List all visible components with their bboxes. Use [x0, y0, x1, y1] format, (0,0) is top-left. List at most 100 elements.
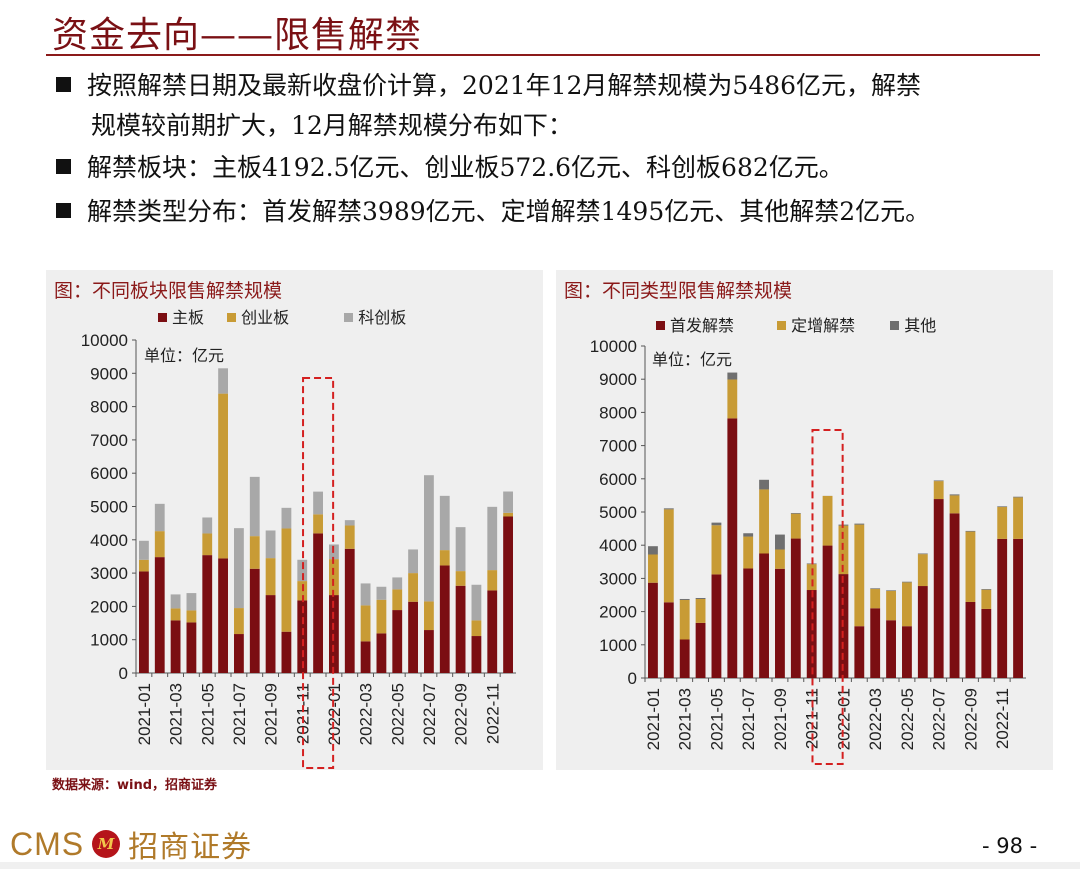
legend-swatch	[890, 321, 900, 330]
legend-swatch	[227, 313, 237, 322]
company-logo: CMS M 招商证券	[10, 824, 253, 866]
bullet-square-icon	[56, 77, 71, 92]
bar-创业板	[154, 531, 165, 558]
bullet-square-icon	[56, 203, 71, 218]
bar-其他	[965, 530, 976, 532]
logo-mark-icon: M	[92, 830, 121, 858]
bar-科创板	[202, 517, 213, 534]
bar-创业板	[170, 608, 181, 621]
bar-首发解禁	[870, 608, 881, 678]
logo-text: CMS	[10, 825, 85, 862]
y-tick-label: 1000	[90, 631, 128, 650]
x-tick-label: 2021-01	[644, 688, 663, 750]
x-tick-label: 2021-11	[293, 683, 312, 744]
bar-科创板	[392, 577, 403, 590]
chart-legend: 首发解禁 定增解禁 其他	[656, 312, 936, 336]
x-tick-label: 2021-07	[230, 683, 249, 745]
bar-定增解禁	[679, 599, 690, 640]
bar-定增解禁	[1013, 497, 1023, 539]
bar-创业板	[424, 601, 434, 631]
y-tick-label: 10000	[81, 331, 128, 350]
bar-创业板	[360, 605, 371, 642]
bar-其他	[981, 589, 992, 590]
chart-board-svg: 0 1000 2000 3000 4000 5000 6000 7000 8000 9000 100…	[81, 331, 516, 769]
bar-首发解禁	[759, 553, 769, 678]
bar-首发解禁	[695, 622, 706, 678]
legend-swatch	[158, 313, 167, 322]
bar-其他	[695, 597, 706, 599]
bar-定增解禁	[949, 495, 960, 514]
bar-其他	[727, 372, 738, 380]
data-source: 数据来源：wind，招商证券	[52, 778, 218, 793]
bar-首发解禁	[1013, 538, 1023, 678]
logo-chinese-name: 招商证券	[128, 830, 253, 865]
bar-创业板	[376, 599, 387, 634]
x-tick-label: 2021-11	[803, 688, 822, 749]
bar-其他	[679, 598, 690, 600]
bar-科创板	[154, 503, 165, 532]
bar-首发解禁	[711, 574, 722, 678]
bar-科创板	[503, 491, 513, 513]
legend-label: 定增解禁	[791, 316, 856, 335]
x-tick-label: 2022-01	[834, 688, 853, 750]
x-tick-label: 2021-09	[771, 688, 790, 750]
bar-定增解禁	[663, 509, 674, 603]
bar-定增解禁	[886, 591, 896, 621]
bar-创业板	[455, 571, 466, 586]
bar-定增解禁	[997, 507, 1008, 539]
y-tick-label: 5000	[599, 503, 637, 522]
bar-科创板	[297, 559, 308, 582]
bar-科创板	[360, 583, 371, 606]
bar-首发解禁	[965, 601, 976, 678]
bar-主板	[139, 571, 149, 673]
bar-首发解禁	[679, 639, 690, 678]
x-tick-label: 2022-09	[452, 683, 471, 745]
bar-主板	[313, 533, 323, 673]
y-tick-label: 6000	[90, 464, 128, 483]
bar-主板	[471, 636, 482, 673]
bar-主板	[234, 634, 244, 673]
y-tick-label: 0	[119, 664, 128, 683]
bar-定增解禁	[822, 495, 833, 546]
bar-首发解禁	[902, 626, 912, 678]
chart-type-svg: 0 1000 2000 3000 4000 5000 6000 7000 8000 9000 100…	[590, 337, 1026, 765]
bar-其他	[902, 581, 912, 583]
bar-主板	[154, 557, 165, 673]
bar-主板	[202, 555, 213, 673]
x-tick-label: 2021-03	[167, 683, 186, 745]
legend-label: 首发解禁	[670, 316, 735, 335]
legend-label: 主板	[172, 308, 205, 327]
bar-科创板	[234, 528, 244, 609]
bar-创业板	[186, 610, 197, 623]
bar-首发解禁	[775, 568, 785, 678]
chart-legend: 主板 创业板 科创板	[158, 304, 406, 328]
y-tick-label: 2000	[599, 603, 637, 622]
y-tick-label: 3000	[90, 564, 128, 583]
chart-panel-board: 图：不同板块限售解禁规模 主板 创业板 科创板 单位：亿元 0 1000 2000 3…	[46, 270, 543, 770]
bar-主板	[344, 548, 355, 673]
bar-定增解禁	[917, 554, 928, 587]
y-tick-label: 6000	[599, 470, 637, 489]
bar-定增解禁	[775, 549, 785, 569]
bar-创业板	[139, 559, 149, 572]
bar-创业板	[329, 559, 339, 596]
bar-首发解禁	[886, 620, 896, 678]
x-tick-label: 2021-03	[676, 688, 695, 750]
bar-主板	[487, 590, 498, 673]
bar-其他	[886, 590, 896, 592]
highlight-box	[811, 429, 844, 765]
y-tick-label: 1000	[599, 636, 637, 655]
bar-主板	[439, 565, 450, 673]
unit-label: 单位：亿元	[144, 346, 225, 365]
bar-首发解禁	[933, 499, 944, 678]
bar-创业板	[487, 570, 498, 591]
page-title: 资金去向——限售解禁	[52, 15, 423, 56]
y-tick-label: 9000	[599, 370, 637, 389]
x-tick-label: 2022-01	[325, 683, 344, 745]
bar-科创板	[439, 495, 450, 551]
bar-定增解禁	[965, 531, 976, 602]
y-tick-label: 3000	[599, 569, 637, 588]
bar-定增解禁	[981, 589, 992, 609]
bar-定增解禁	[743, 536, 754, 569]
legend-label: 其他	[904, 316, 937, 335]
